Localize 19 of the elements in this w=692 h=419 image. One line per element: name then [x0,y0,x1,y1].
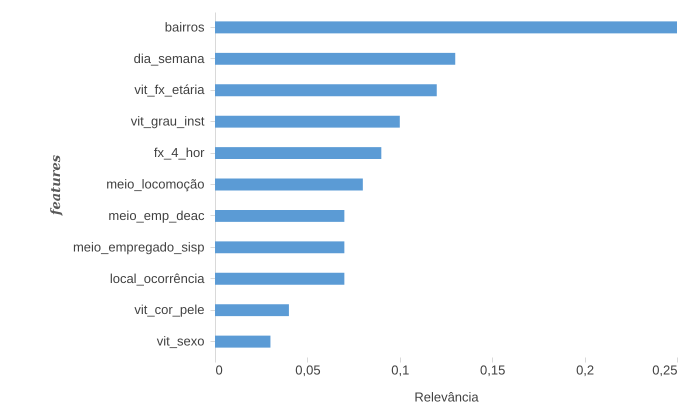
x-tick-label: 0,15 [480,362,506,378]
y-tick-label: meio_emp_deac [108,208,205,223]
y-axis-title: features [48,154,64,216]
x-tick-label: 0,05 [295,362,321,378]
x-axis-title: Relevância [414,390,480,404]
y-tick-label: vit_sexo [156,334,204,349]
y-tick-label: dia_semana [134,50,206,66]
x-tick-label: 0,2 [576,362,594,378]
y-tick-label: vit_grau_inst [130,114,205,129]
y-tick-label: vit_fx_etária [134,82,206,98]
x-tick-label: 0,1 [391,362,410,378]
y-tick-label: fx_4_hor [154,145,206,160]
x-tick-label: 0,25 [652,362,678,378]
y-tick-label: vit_cor_pele [134,302,204,318]
y-tick-label: meio_locomoção [106,176,204,192]
x-tick-label: 0 [216,362,223,378]
y-tick-label: local_ocorrência [110,270,206,286]
y-tick-label: meio_empregado_sisp [72,239,204,254]
y-tick-label: bairros [164,19,205,34]
